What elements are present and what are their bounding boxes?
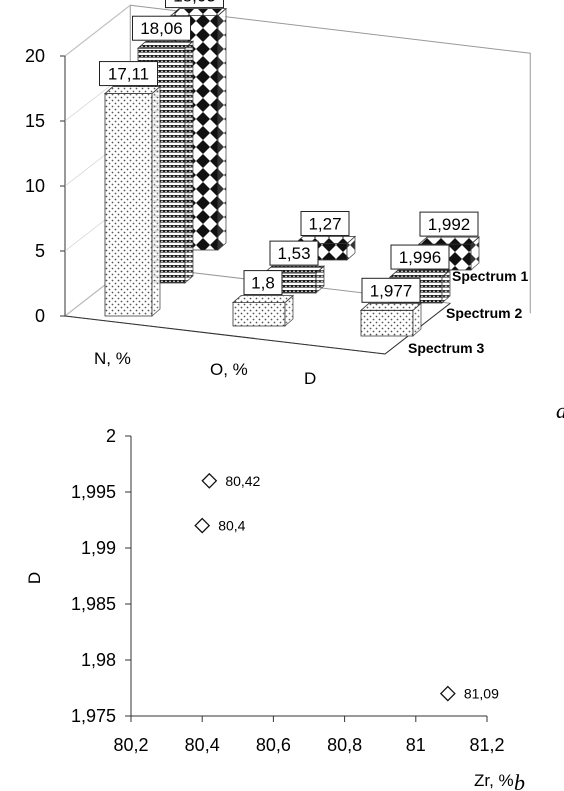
data-label-box: [419, 211, 479, 237]
bar-side: [184, 40, 194, 284]
data-label: 1,8: [251, 274, 275, 293]
x-tick-label-b: 80,2: [113, 735, 148, 755]
y-tick-label-a: 15: [25, 111, 45, 131]
panel-label-b: b: [514, 770, 525, 791]
panel-label-a: a: [556, 398, 564, 423]
bar-top: [169, 8, 228, 17]
x-tick-label-b: 81: [406, 735, 426, 755]
bar-top: [136, 40, 195, 49]
data-label: 1,992: [428, 215, 471, 234]
scatter-point: [439, 685, 456, 702]
bar-top: [417, 236, 481, 245]
category-label: N, %: [94, 349, 131, 368]
data-label: 18,03: [173, 0, 216, 6]
data-label-box: [99, 61, 158, 87]
scatter-point: [201, 472, 218, 489]
y-tick-label-b: 1,985: [71, 594, 116, 614]
bar-front: [360, 309, 414, 337]
series-label: Spectrum 3: [408, 340, 484, 356]
data-label: 1,53: [277, 244, 310, 263]
data-label: 1,27: [308, 214, 341, 233]
y-tick-label-b: 1,995: [71, 482, 116, 502]
point-label: 80,42: [225, 473, 260, 489]
y-tick-label-b: 1,98: [81, 650, 116, 670]
bar-side: [151, 85, 161, 317]
data-label-box: [132, 15, 191, 41]
data-label: 1,996: [399, 248, 442, 267]
scatter-point: [194, 517, 211, 534]
x-tick-label-b: 80,8: [327, 735, 362, 755]
bar-front: [232, 302, 286, 327]
y-tick-label-a: 0: [35, 306, 45, 326]
y-tick-label-b: 1,975: [71, 706, 116, 726]
y-tick-label-b: 1,99: [81, 538, 116, 558]
y-tick-label-b: 2: [106, 426, 116, 446]
chart-b: 1,975 1,98 1,985 1,99 1,995 2 80,2 80,4 80,6 80,8…: [25, 426, 525, 791]
bar-top: [103, 86, 162, 94]
x-tick-label-b: 81,2: [469, 735, 504, 755]
point-label: 81,09: [464, 686, 499, 702]
bar-spectrum-3-1: [231, 294, 295, 327]
y-tick-label-a: 20: [25, 46, 45, 66]
wall-gridline: [64, 5, 131, 57]
series-label: Spectrum 1: [452, 268, 528, 284]
back-wall: [130, 4, 531, 314]
point-label: 80,4: [218, 518, 245, 534]
category-label: O, %: [210, 360, 248, 379]
data-label: 1,977: [370, 281, 413, 300]
y-tick-label-a: 10: [25, 176, 45, 196]
bar-top: [359, 302, 423, 311]
bar-spectrum-3-2: [359, 302, 423, 337]
data-label-box: [300, 210, 350, 236]
data-label-box: [165, 0, 224, 9]
bar-front: [104, 93, 153, 317]
data-label: 17,11: [108, 65, 149, 84]
y-tick-label-a: 5: [35, 241, 45, 261]
y-axis-title-b: D: [25, 572, 44, 584]
x-tick-label-b: 80,4: [185, 735, 220, 755]
data-label-box: [243, 270, 283, 296]
bar-top: [231, 295, 295, 304]
category-label: D: [304, 369, 316, 388]
bar-spectrum-3-0: [103, 85, 162, 317]
x-axis-title-b: Zr, %: [474, 771, 514, 790]
data-label-box: [390, 244, 450, 270]
data-label: 18,06: [140, 19, 183, 38]
chart-a: 0 5 10 15 20 18,03 1,27 1,992 18,06 1,53 1,996 17,1…: [25, 0, 564, 423]
bar-top: [388, 269, 452, 278]
x-axis-a: [64, 315, 386, 355]
x-tick-label-b: 80,6: [256, 735, 291, 755]
data-label-box: [269, 240, 319, 266]
data-label-box: [361, 277, 421, 303]
series-label: Spectrum 2: [446, 305, 522, 321]
bar-side: [217, 7, 227, 251]
